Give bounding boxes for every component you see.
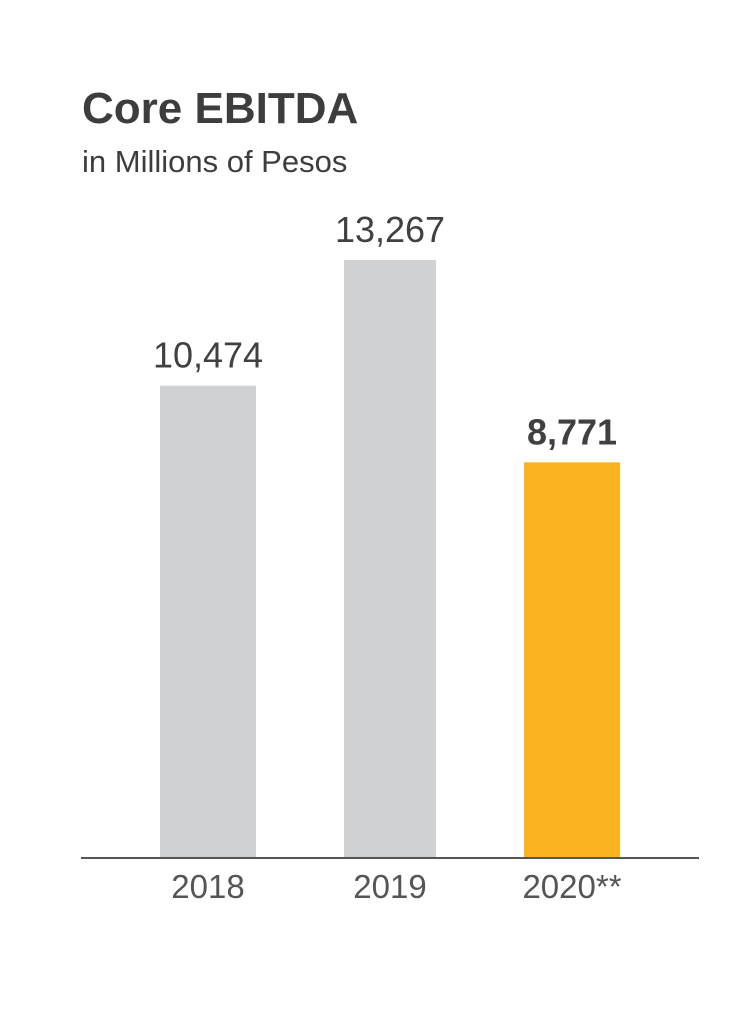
bar-2018 [160,385,256,857]
labels-layer: 10,474 2018 13,267 2019 8,771 2020** [153,209,622,905]
x-tick-label-2018: 2018 [171,868,244,905]
chart-subtitle: in Millions of Pesos [82,144,348,179]
chart-title: Core EBITDA [82,84,359,133]
data-label-2019: 13,267 [335,209,445,250]
data-label-2020: 8,771 [527,411,617,452]
data-label-2018: 10,474 [153,335,263,376]
bar-2019 [344,260,436,857]
bars-layer [160,260,620,857]
bar-2020 [524,462,620,857]
x-tick-label-2019: 2019 [353,868,426,905]
x-tick-label-2020: 2020** [522,868,621,905]
